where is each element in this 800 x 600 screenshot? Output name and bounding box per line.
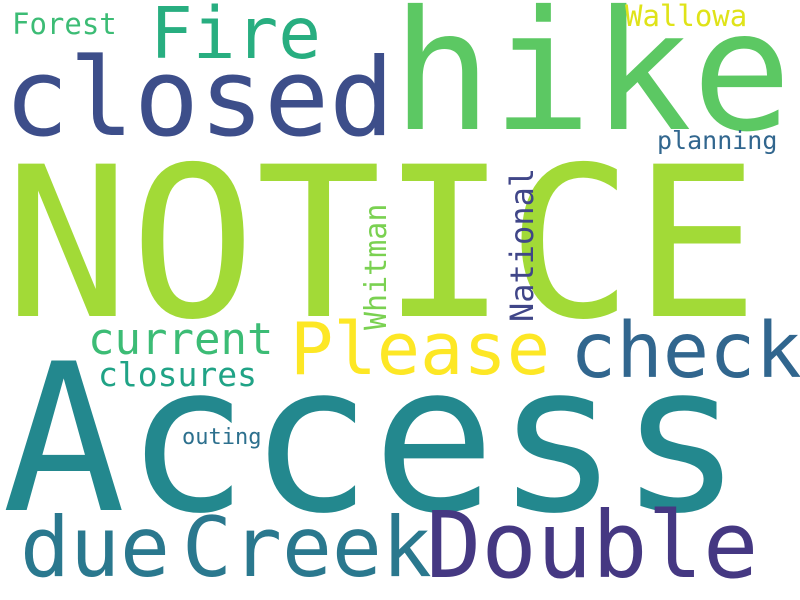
word-planning: planning <box>657 126 778 155</box>
word-due: due <box>20 499 170 596</box>
word-double: Double <box>426 492 759 599</box>
word-outing: outing <box>182 425 262 450</box>
word-access: Access <box>2 321 743 559</box>
word-hike: hike <box>392 0 792 169</box>
word-closed: closed <box>4 36 395 161</box>
word-national: National <box>503 167 541 322</box>
word-please: Please <box>290 307 551 391</box>
word-notice: NOTICE <box>4 123 759 366</box>
word-closures: closures <box>98 355 257 394</box>
word-creek: Creek <box>182 499 432 596</box>
word-whitman: Whitman <box>359 203 394 330</box>
word-forest: Forest <box>12 7 117 41</box>
word-fire: Fire <box>150 0 321 75</box>
word-current: current <box>88 314 274 365</box>
word-check: check <box>570 307 800 396</box>
word-wallowa: Wallowa <box>625 0 748 33</box>
